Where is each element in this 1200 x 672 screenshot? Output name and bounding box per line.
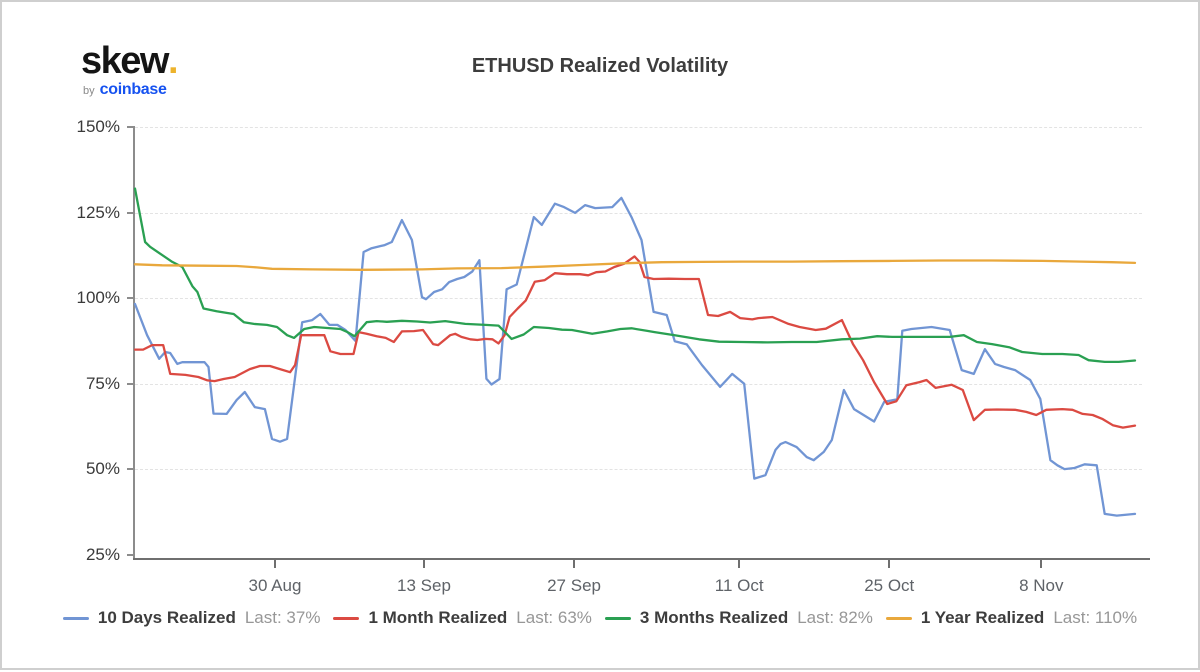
x-axis-tick [423,560,425,568]
coinbase-logo-text: coinbase [99,81,167,98]
x-axis-label: 27 Sep [547,576,601,595]
x-axis-label: 13 Sep [397,576,451,595]
legend-line-swatch [885,616,912,620]
gridline-125 [135,212,1142,214]
logo-by-text: by [83,85,95,97]
series-line-1-month-realized [133,255,1137,429]
legend-last-value: Last: 63% [516,608,592,627]
y-axis-tick [127,297,135,300]
legend-series-label: 1 Month Realized [368,608,508,627]
y-axis-label: 150% [76,117,120,136]
gridline-75 [135,383,1142,385]
x-axis-label: 25 Oct [864,576,915,595]
y-axis-tick [127,554,135,556]
skew-logo-text: skew [81,40,169,82]
legend-series-label: 1 Year Realized [920,608,1045,627]
x-axis-label: 30 Aug [248,576,302,595]
gridline-50 [135,469,1142,471]
y-axis-tick [127,126,135,128]
legend-line-swatch [62,616,89,620]
legend-item-3-months-realized[interactable]: 3 Months Realized Last: 82% [604,608,873,628]
series-line-10-days-realized [133,196,1137,517]
legend-series-label: 3 Months Realized [639,608,789,627]
legend-last-value: Last: 37% [244,608,321,627]
x-axis-tick [1040,560,1043,568]
legend-item-1-month-realized[interactable]: 1 Month Realized Last: 63% [333,608,592,628]
series-line-1-year-realized [133,259,1137,271]
series-lines-svg [133,187,1137,517]
y-axis-tick [127,211,135,214]
y-axis-tick [127,468,135,471]
x-axis-label: 11 Oct [714,576,764,595]
legend-last-value: Last: 110% [1053,608,1138,627]
y-axis-label: 100% [76,288,120,308]
skew-logo[interactable]: skew. by coinbase [81,42,179,98]
legend-series-label: 10 Days Realized [97,608,236,627]
skew-logo-dot: . [167,40,179,82]
legend-line-swatch [604,616,631,620]
legend-item-1-year-realized[interactable]: 1 Year Realized Last: 110% [885,608,1138,628]
x-axis-line [133,558,1150,560]
y-axis-label: 125% [76,202,120,222]
gridline-150 [135,127,1142,128]
y-axis-tick [127,382,135,385]
x-axis-tick [273,560,276,568]
legend-line-swatch [333,616,360,620]
x-axis-tick [888,560,891,568]
x-axis-label: 8 Nov [1019,576,1064,595]
legend: 10 Days Realized Last: 37% 1 Month Realize… [2,608,1198,628]
x-axis-tick [573,560,576,568]
y-axis-line [133,127,135,558]
y-axis-label: 25% [85,545,120,564]
y-axis-label: 75% [85,373,120,393]
y-axis-label: 50% [85,459,120,479]
legend-last-value: Last: 82% [797,608,873,627]
chart-title: ETHUSD Realized Volatility [471,55,729,77]
legend-item-10-days-realized[interactable]: 10 Days Realized Last: 37% [62,608,321,628]
x-axis-tick [738,560,741,568]
series-line-3-months-realized [133,187,1137,364]
gridline-100 [135,298,1142,300]
